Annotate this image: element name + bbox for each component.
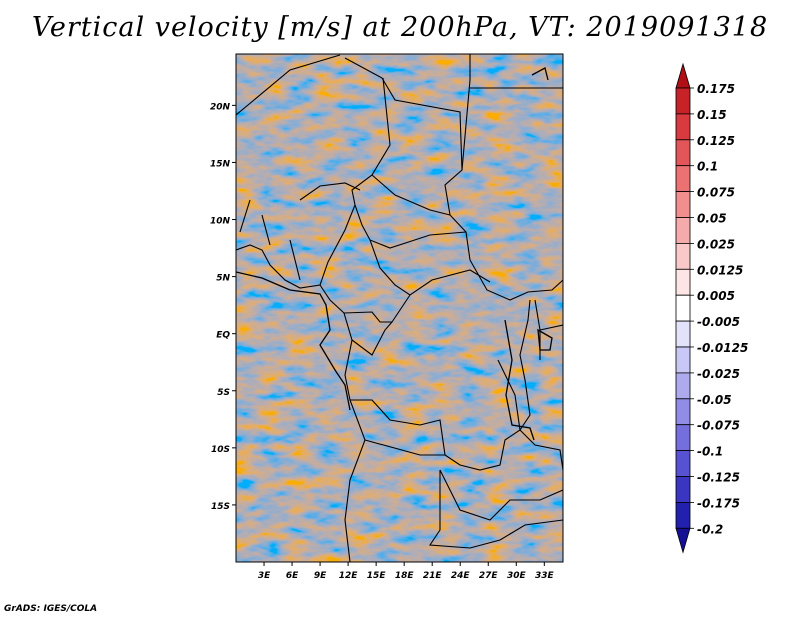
- lon-tick-label: 24E: [451, 571, 471, 581]
- colorbar-swatch: [675, 476, 691, 503]
- lat-tick-label: EQ: [216, 331, 230, 341]
- colorbar-label: 0.05: [697, 212, 727, 226]
- colorbar-label: -0.0125: [697, 341, 748, 355]
- lon-tick-label: 30E: [507, 571, 527, 581]
- colorbar-label: -0.05: [697, 393, 732, 407]
- colorbar: 0.175 0.15 0.125 0.1 0.075 0.05 0.025 0.0125 0.0…: [675, 62, 748, 554]
- map-title: Vertical velocity [m/s] at 200hPa, VT: 2…: [31, 12, 769, 43]
- colorbar-swatch: [675, 372, 691, 400]
- colorbar-label: 0.0125: [697, 263, 743, 277]
- lat-tick-label: 10N: [210, 217, 231, 227]
- colorbar-swatch: [675, 294, 691, 322]
- colorbar-swatch: [675, 398, 691, 426]
- lat-tick-label: 20N: [210, 102, 231, 112]
- lon-tick-label: 12E: [339, 571, 359, 581]
- colorbar-label: -0.005: [697, 315, 740, 329]
- coastlines: [236, 67, 553, 441]
- colorbar-label: 0.125: [697, 134, 735, 148]
- longitude-axis: 3E 6E 9E 12E 15E 18E 21E 24E 27E 30E 33E: [258, 562, 555, 581]
- map-frame: [235, 53, 564, 563]
- colorbar-swatch: [675, 165, 691, 192]
- colorbar-swatch: [675, 191, 691, 218]
- colorbar-swatch: [675, 320, 691, 348]
- lon-tick-label: 15E: [367, 571, 387, 581]
- colorbar-label: 0.175: [697, 82, 735, 96]
- lat-tick-label: 5N: [216, 274, 230, 284]
- colorbar-label: -0.2: [697, 522, 723, 536]
- colorbar-label: 0.025: [697, 237, 735, 251]
- grads-credit: GrADS: IGES/COLA: [4, 604, 98, 614]
- colorbar-swatch: [675, 62, 691, 89]
- lon-tick-label: 27E: [479, 571, 499, 581]
- colorbar-swatch: [675, 268, 691, 296]
- lon-tick-label: 6E: [286, 571, 299, 581]
- colorbar-swatch: [675, 450, 691, 477]
- colorbar-label: 0.15: [697, 108, 727, 122]
- country-borders: [236, 54, 563, 562]
- colorbar-label: -0.175: [697, 496, 740, 510]
- colorbar-swatch: [675, 87, 691, 115]
- colorbar-swatch: [675, 113, 691, 141]
- colorbar-swatch: [675, 501, 691, 529]
- latitude-axis: 20N 15N 10N 5N EQ 5S 10S 15S: [210, 102, 236, 512]
- colorbar-swatch: [675, 346, 691, 374]
- lat-tick-label: 10S: [211, 445, 230, 455]
- lat-tick-label: 5S: [217, 388, 230, 398]
- colorbar-label: 0.005: [697, 289, 735, 303]
- colorbar-label: -0.125: [697, 471, 740, 485]
- colorbar-label: 0.1: [697, 160, 718, 174]
- colorbar-label: 0.075: [697, 186, 735, 200]
- lon-tick-label: 33E: [535, 571, 555, 581]
- lon-tick-label: 18E: [395, 571, 415, 581]
- colorbar-swatch: [675, 527, 691, 554]
- vertical-velocity-field: [236, 54, 563, 562]
- colorbar-swatch: [675, 242, 691, 270]
- colorbar-label: -0.075: [697, 419, 740, 433]
- colorbar-swatch: [675, 139, 691, 167]
- colorbar-swatch: [675, 217, 691, 244]
- map-panel: [236, 54, 563, 562]
- lon-tick-label: 3E: [258, 571, 271, 581]
- lon-tick-label: 21E: [423, 571, 443, 581]
- lat-tick-label: 15S: [211, 502, 230, 512]
- lat-tick-label: 15N: [210, 159, 231, 169]
- colorbar-swatch: [675, 424, 691, 452]
- lon-tick-label: 9E: [314, 571, 327, 581]
- colorbar-label: -0.1: [697, 445, 723, 459]
- colorbar-label: -0.025: [697, 367, 740, 381]
